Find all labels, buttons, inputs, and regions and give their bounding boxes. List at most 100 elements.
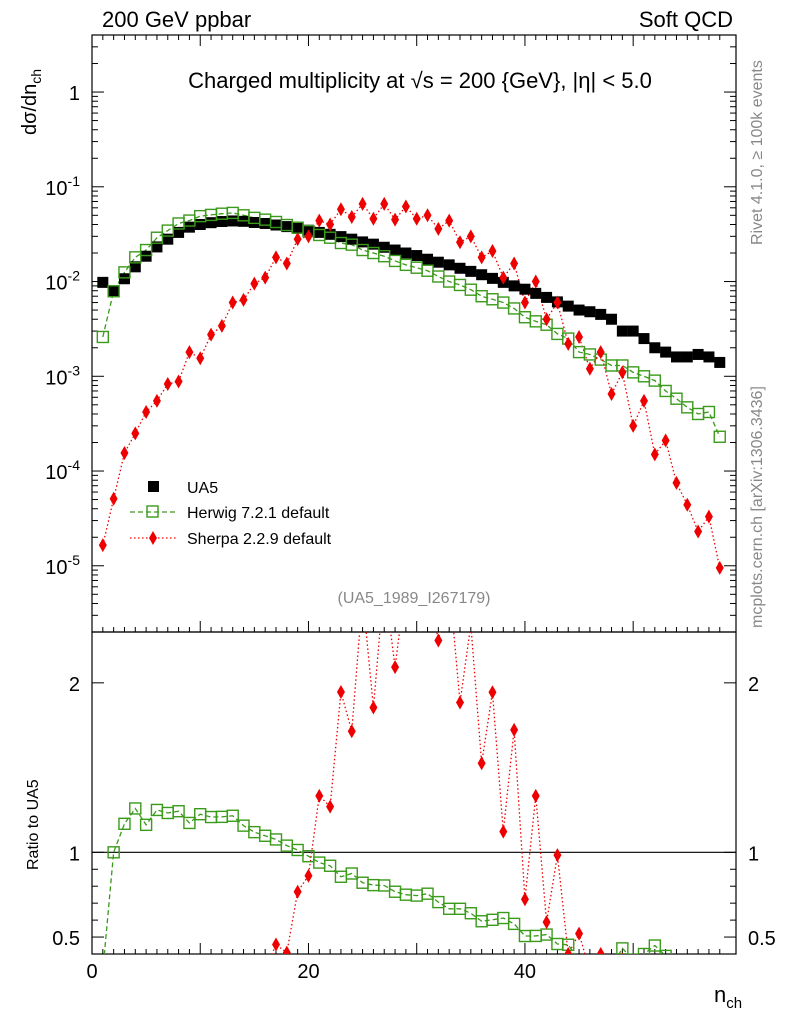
- ua5-data-point: [248, 216, 260, 228]
- header-left-title: 200 GeV ppbar: [102, 7, 251, 32]
- ratio-y-tick-label-left: 0.5: [52, 928, 80, 950]
- herwig-data-point: [648, 374, 662, 387]
- herwig-ratio-point: [367, 878, 380, 892]
- legend-ua5-label: UA5: [187, 480, 218, 497]
- ua5-data-point: [129, 261, 141, 273]
- sherpa-data-point: [499, 270, 508, 285]
- herwig-data-point: [226, 206, 239, 220]
- ua5-data-point: [292, 222, 304, 234]
- sherpa-ratio-point: [175, 1010, 183, 1024]
- herwig-data-point: [432, 270, 445, 283]
- herwig-data-point: [139, 243, 153, 257]
- sherpa-ratio-point: [456, 695, 464, 710]
- sherpa-ratio-point: [434, 633, 443, 648]
- sherpa-data-point: [412, 211, 421, 226]
- sherpa-ratio-point: [369, 700, 378, 715]
- sherpa-data-point: [391, 212, 400, 227]
- ua5-data-point: [162, 233, 174, 245]
- ua5-data-point: [519, 283, 531, 295]
- herwig-ratio-point: [204, 810, 218, 824]
- ua5-data-point: [703, 351, 715, 363]
- herwig-ratio-point: [432, 895, 445, 909]
- sherpa-ratio-point: [672, 1007, 680, 1021]
- ua5-data-point: [692, 348, 704, 360]
- herwig-data-point: [529, 315, 542, 328]
- ua5-data-point: [0, 349, 11, 360]
- herwig-data-point: [183, 214, 196, 227]
- sherpa-data-point: [531, 274, 540, 289]
- sherpa-data-point: [596, 345, 605, 360]
- ua5-data-point: [324, 228, 336, 240]
- sherpa-data-point: [683, 497, 692, 512]
- plot-title: Charged multiplicity at √s = 200 {GeV}, …: [188, 68, 652, 93]
- sherpa-ratio-point: [488, 685, 497, 700]
- main-y-tick-label: 10-2: [45, 268, 80, 295]
- sherpa-data-point: [239, 292, 248, 307]
- sherpa-data-point: [326, 217, 335, 232]
- ua5-data-point: [660, 346, 672, 358]
- ua5-data-point: [270, 219, 282, 231]
- herwig-ratio-point: [215, 810, 229, 824]
- herwig-ratio-point: [410, 889, 423, 902]
- ua5-data-point: [205, 217, 217, 229]
- herwig-data-point: [0, 544, 11, 555]
- sherpa-ratio-point: [445, 518, 453, 532]
- sherpa-ratio-point: [380, 528, 388, 542]
- ua5-data-point: [118, 273, 130, 285]
- sherpa-data-point: [217, 318, 226, 333]
- herwig-ratio-point: [693, 976, 704, 987]
- herwig-ratio-point: [161, 806, 174, 820]
- sherpa-ratio-point: [608, 987, 616, 1001]
- sherpa-ratio-point: [651, 1002, 659, 1016]
- herwig-data-point: [172, 217, 185, 230]
- sherpa-ratio-point: [499, 824, 508, 839]
- sherpa-ratio-point: [272, 937, 280, 952]
- herwig-data-point: [583, 348, 597, 361]
- ua5-data-point: [670, 351, 682, 363]
- herwig-ratio-point: [497, 911, 510, 925]
- herwig-ratio-point: [237, 819, 250, 832]
- sherpa-data-point: [466, 229, 475, 244]
- herwig-ratio-point: [302, 850, 315, 863]
- ratio-panel-frame: [91, 631, 737, 955]
- sherpa-data-point: [347, 209, 356, 224]
- sherpa-ratio-point: [716, 1014, 724, 1024]
- sherpa-ratio-point: [336, 684, 345, 699]
- herwig-data-point: [215, 207, 229, 220]
- herwig-ratio-point: [388, 885, 402, 898]
- sherpa-data-point: [607, 387, 616, 402]
- main-y-tick-label: 10-1: [45, 173, 80, 200]
- legend: UA5 Herwig 7.2.1 default Sherpa 2.2.9 de…: [130, 480, 332, 548]
- herwig-ratio-point: [529, 929, 542, 943]
- sherpa-ratio-point: [240, 990, 248, 1004]
- herwig-ratio-point: [574, 955, 585, 966]
- sherpa-data-point: [120, 445, 129, 460]
- sherpa-data-point: [336, 202, 345, 217]
- sherpa-ratio-point: [596, 947, 605, 954]
- sherpa-data-point: [228, 295, 237, 310]
- herwig-data-point: [475, 290, 488, 303]
- sherpa-data-point: [715, 560, 724, 575]
- ratio-y-axis-label: Ratio to UA5: [25, 779, 42, 870]
- ua5-data-point: [681, 351, 693, 363]
- sherpa-data-point: [250, 276, 259, 291]
- herwig-ratio-point: [226, 809, 239, 822]
- herwig-ratio-point: [584, 956, 595, 967]
- herwig-ratio-point: [507, 917, 521, 931]
- ua5-data-point: [508, 280, 520, 292]
- herwig-ratio-point: [248, 825, 261, 839]
- herwig-data-point: [637, 370, 651, 383]
- herwig-ratio-point: [194, 807, 207, 821]
- herwig-data-point: [280, 218, 294, 232]
- herwig-ratio-point: [595, 960, 606, 971]
- herwig-data-point: [269, 215, 283, 229]
- herwig-data-point: [345, 238, 358, 251]
- ua5-data-point: [422, 253, 434, 265]
- sherpa-data-point: [272, 250, 280, 265]
- sherpa-ratio-point: [683, 1010, 691, 1024]
- herwig-line: [102, 212, 721, 438]
- sherpa-ratio-point: [553, 848, 562, 863]
- herwig-ratio-point: [0, 1014, 11, 1024]
- herwig-ratio-point: [258, 829, 272, 842]
- main-y-axis-label: dσ/dnch: [19, 69, 44, 135]
